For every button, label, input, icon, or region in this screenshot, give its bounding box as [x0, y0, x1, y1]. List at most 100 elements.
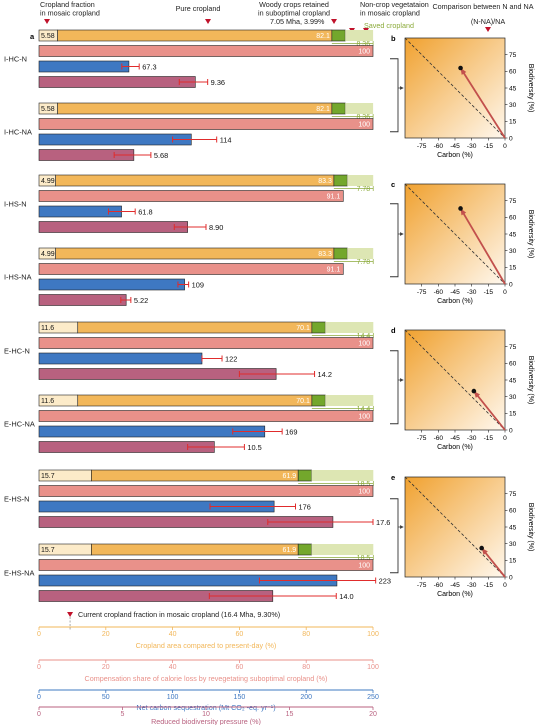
header-woody-crops-line: in suboptimal cropland	[258, 9, 330, 18]
diagonal-line	[404, 183, 506, 285]
scatter-arrow	[459, 67, 506, 139]
scatter-point	[458, 65, 463, 71]
label-carbon: 169	[285, 427, 297, 436]
bar-woody-crops	[333, 247, 348, 260]
label-biodiversity: 5.68	[154, 151, 168, 160]
label-compensation: 100	[358, 122, 370, 129]
bar-carbon	[38, 278, 185, 291]
label-cropland-fraction: 5.58	[41, 106, 55, 113]
footer-tick-label: 100	[367, 664, 379, 671]
header-ratio: (N-NA)/NA	[471, 17, 506, 26]
footer-tick-label: 80	[302, 631, 310, 638]
header-woody-crops-line: Woody crops retained	[259, 0, 329, 9]
diagonal-line	[404, 329, 506, 431]
label-saved-cropland: 7.78	[357, 186, 371, 193]
x-tick-label: -30	[467, 435, 477, 442]
label-pure-cropland: 61.9	[283, 547, 297, 554]
x-tick-label: 0	[503, 582, 507, 589]
footer-axis-0: 0 20 40 60 80 100 Cropland area compared to pr…	[37, 626, 379, 650]
category-label: E-HC-NA	[4, 419, 35, 428]
x-tick-label: -45	[450, 582, 460, 589]
x-tick-label: -45	[450, 435, 460, 442]
bar-pure-cropland	[57, 29, 333, 42]
label-pure-cropland: 82.1	[316, 33, 330, 40]
label-carbon: 176	[299, 502, 311, 511]
header-marker-0	[44, 19, 50, 24]
label-cropland-fraction: 15.7	[41, 473, 55, 480]
diagonal-line	[404, 37, 506, 139]
footer-tick-label: 20	[369, 711, 377, 718]
footer-axis-1: 0 20 40 60 80 100 Compensation share of calori…	[37, 659, 379, 683]
bar-compensation	[38, 559, 374, 571]
bar-pure-cropland	[91, 543, 299, 556]
bar-biodiversity	[38, 76, 196, 88]
y-tick-label: 30	[509, 102, 517, 109]
bar-pure-cropland	[77, 394, 313, 407]
header-cropland-fraction-line: in mosaic cropland	[40, 9, 100, 18]
current-label: Current cropland fraction in mosaic crop…	[78, 610, 280, 619]
current-marker	[67, 612, 74, 617]
header-marker-2	[331, 19, 337, 24]
x-tick-label: -75	[417, 143, 427, 150]
bar-saved-cropland	[345, 103, 374, 114]
header-marker-1	[205, 19, 211, 24]
category-label: E-HS-NA	[4, 568, 34, 577]
x-tick-label: -15	[484, 289, 494, 296]
label-compensation: 91.1	[327, 194, 341, 201]
scatter-arrow	[473, 390, 506, 431]
bar-carbon	[38, 133, 192, 146]
y-tick-label: 75	[509, 491, 517, 498]
x-tick-label: -45	[450, 143, 460, 150]
label-compensation: 100	[358, 414, 370, 421]
scatter-panel-e: e -75 -60 -45 -30 -15 00 15 30 45 60 75 Carbon (%) Bi…	[391, 473, 534, 598]
footer-tick-label: 5	[121, 711, 125, 718]
x-tick-label: -30	[467, 143, 477, 150]
label-carbon: 109	[192, 280, 204, 289]
category-label: E-HC-N	[4, 346, 30, 355]
bar-saved-cropland	[311, 470, 374, 481]
pair-bracket	[390, 350, 399, 425]
label-cropland-fraction: 15.7	[41, 547, 55, 554]
bar-compensation	[38, 190, 344, 202]
bar-woody-crops	[331, 102, 346, 115]
category-label: I-HS-NA	[4, 272, 32, 281]
label-saved-cropland: 7.78	[357, 259, 371, 266]
header-marker-5	[485, 27, 491, 32]
bar-woody-crops	[297, 543, 312, 556]
header-woody-crops: Woody crops retained in suboptimal cropla…	[258, 0, 330, 18]
label-pure-cropland: 82.1	[316, 106, 330, 113]
label-saved-cropland: 18.5	[357, 481, 371, 488]
connectors	[390, 58, 404, 574]
scatter-arrow	[459, 207, 506, 285]
x-tick-label: -15	[484, 435, 494, 442]
footer-tick-label: 40	[169, 631, 177, 638]
label-cropland-fraction: 5.58	[41, 33, 55, 40]
label-compensation: 91.1	[327, 267, 341, 274]
scatter-panel-c: c -75 -60 -45 -30 -15 00 15 30 45 60 75 Carbon (%) Bi…	[391, 180, 534, 305]
y-tick-label: 0	[509, 281, 513, 288]
header-pure-cropland: Pure cropland	[176, 4, 221, 13]
footer-tick-label: 100	[367, 631, 379, 638]
label-saved-cropland: 8.36	[356, 114, 370, 121]
x-axis-label: Carbon (%)	[437, 444, 473, 451]
y-tick-label: 15	[509, 119, 517, 126]
bar-pure-cropland	[91, 469, 299, 482]
footer-tick-label: 60	[236, 631, 244, 638]
y-axis-label: Biodiversity (%)	[527, 210, 534, 259]
x-tick-label: -60	[434, 289, 444, 296]
header-cropland-fraction-line: Cropland fraction	[40, 0, 95, 9]
bar-pure-cropland	[57, 102, 333, 115]
y-tick-label: 75	[509, 344, 517, 351]
panel-a: I-HC-N5.58 82.18.3610067.39.36I-HC-NA5.58…	[4, 29, 391, 602]
y-tick-label: 75	[509, 52, 517, 59]
label-cropland-fraction: 4.99	[41, 251, 55, 258]
footer-tick-label: 0	[37, 664, 41, 671]
bar-compensation	[38, 337, 374, 349]
header-comparison: Comparison between N and NA	[432, 2, 533, 11]
footer-tick-label: 80	[302, 664, 310, 671]
bar-compensation	[38, 263, 344, 275]
label-pure-cropland: 61.9	[283, 473, 297, 480]
